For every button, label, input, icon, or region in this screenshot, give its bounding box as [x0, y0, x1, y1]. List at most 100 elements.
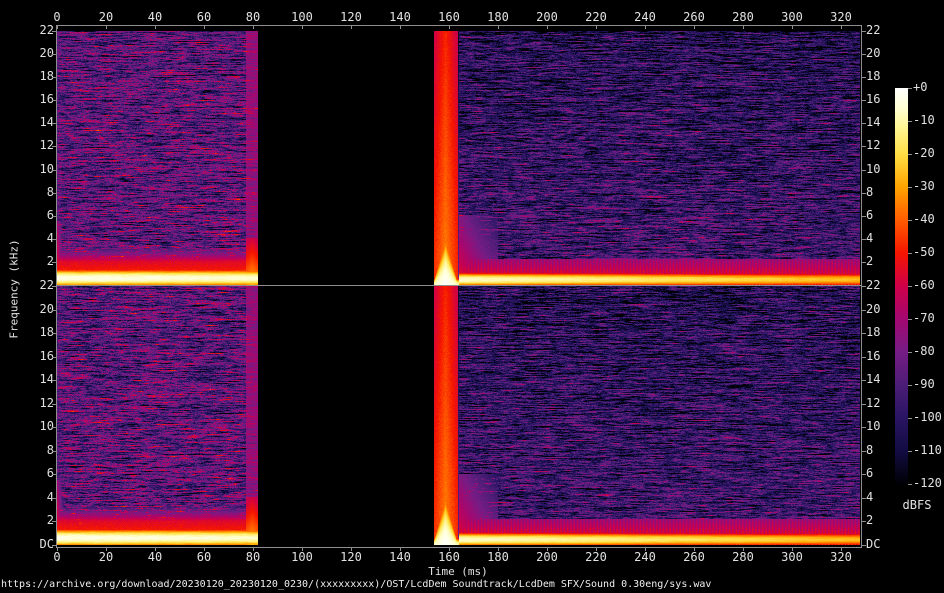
time-tick-label: 160: [438, 550, 460, 564]
spectrogram-canvas-channel-1: [57, 31, 860, 285]
freq-tick-mark: [862, 123, 866, 125]
time-tick-mark: [155, 26, 156, 29]
freq-tick-mark: [52, 238, 56, 240]
freq-tick-label: 10: [39, 419, 54, 434]
plot-border-top: [56, 25, 862, 26]
freq-tick-mark: [862, 545, 866, 546]
freq-tick-mark: [862, 238, 866, 240]
freq-tick-label: 6: [866, 466, 874, 481]
freq-tick-mark: [52, 427, 56, 429]
time-tick-label: 140: [389, 10, 411, 24]
freq-tick-mark: [862, 77, 866, 79]
freq-tick-mark: [862, 100, 866, 102]
freq-tick-mark: [862, 146, 866, 148]
time-tick-label: 260: [683, 10, 705, 24]
time-tick-mark: [792, 26, 793, 29]
freq-tick-mark: [52, 380, 56, 382]
freq-tick-label: 10: [866, 161, 881, 176]
freq-tick-label: 22: [866, 23, 881, 37]
colorbar-tick-label: -90: [913, 377, 935, 391]
colorbar-tick-label: -10: [913, 113, 935, 127]
time-tick-label: 80: [245, 550, 261, 564]
colorbar-tick-mark: [908, 88, 912, 89]
time-tick-label: 280: [732, 550, 754, 564]
freq-tick-mark: [862, 169, 866, 171]
freq-tick-label: DC: [866, 537, 881, 551]
freq-tick-label: DC: [39, 537, 54, 551]
freq-tick-mark: [862, 427, 866, 429]
freq-tick-label: 22: [39, 23, 54, 37]
time-tick-label: 60: [196, 10, 212, 24]
freq-tick-label: 12: [39, 138, 54, 153]
time-tick-label: 260: [683, 550, 705, 564]
time-axis-title: Time (ms): [428, 565, 488, 578]
freq-tick-label: 16: [39, 348, 54, 363]
plot-border-right: [861, 25, 862, 548]
colorbar-tick-label: -60: [913, 278, 935, 292]
freq-tick-mark: [862, 380, 866, 382]
freq-tick-mark: [52, 192, 56, 194]
colorbar-tick-label: -120: [913, 476, 942, 490]
freq-tick-label: 20: [39, 46, 54, 61]
freq-tick-label: 18: [39, 325, 54, 340]
time-tick-label: 120: [340, 10, 362, 24]
time-tick-label: 200: [536, 10, 558, 24]
time-tick-mark: [792, 548, 793, 551]
colorbar-tick-label: -40: [913, 212, 935, 226]
colorbar-tick-label: -110: [913, 443, 942, 457]
colorbar-tick-mark: [908, 319, 912, 320]
freq-tick-label: 16: [866, 92, 881, 107]
time-tick-mark: [106, 548, 107, 551]
freq-tick-label: 6: [866, 207, 874, 222]
time-tick-mark: [596, 26, 597, 29]
time-tick-mark: [204, 26, 205, 29]
colorbar-unit-label: dBFS: [902, 498, 932, 512]
time-tick-label: 20: [98, 550, 114, 564]
freq-tick-mark: [52, 356, 56, 358]
time-tick-label: 0: [53, 10, 61, 24]
time-tick-mark: [498, 26, 499, 29]
time-tick-mark: [694, 26, 695, 29]
freq-tick-label: 2: [46, 513, 54, 528]
freq-tick-mark: [52, 169, 56, 171]
freq-tick-label: 4: [866, 489, 874, 504]
freq-tick-label: 18: [866, 325, 881, 340]
freq-tick-mark: [52, 31, 56, 32]
freq-tick-mark: [862, 450, 866, 452]
time-tick-mark: [743, 26, 744, 29]
time-tick-label: 40: [147, 550, 163, 564]
freq-tick-label: 22: [866, 278, 881, 292]
freq-tick-mark: [52, 77, 56, 79]
freq-tick-label: 6: [46, 207, 54, 222]
time-tick-label: 320: [830, 10, 852, 24]
freq-tick-mark: [862, 356, 866, 358]
freq-tick-label: 12: [866, 395, 881, 410]
time-tick-label: 180: [487, 10, 509, 24]
freq-tick-mark: [52, 146, 56, 148]
freq-tick-label: 12: [39, 395, 54, 410]
time-tick-mark: [57, 548, 58, 551]
freq-tick-label: 14: [866, 372, 881, 387]
colorbar-tick-label: -100: [913, 410, 942, 424]
time-tick-mark: [106, 26, 107, 29]
time-tick-mark: [253, 548, 254, 551]
freq-tick-mark: [862, 215, 866, 217]
freq-tick-label: 14: [39, 115, 54, 130]
freq-tick-label: 16: [39, 92, 54, 107]
colorbar-tick-mark: [908, 418, 912, 419]
time-tick-label: 140: [389, 550, 411, 564]
colorbar-tick-mark: [908, 286, 912, 287]
time-tick-label: 40: [147, 10, 163, 24]
time-tick-mark: [302, 26, 303, 29]
freq-tick-mark: [52, 333, 56, 335]
spectrogram-canvas-channel-2: [57, 286, 860, 545]
freq-tick-label: 16: [866, 348, 881, 363]
time-tick-mark: [694, 548, 695, 551]
freq-tick-mark: [52, 497, 56, 499]
freq-tick-mark: [862, 54, 866, 56]
freq-tick-mark: [862, 192, 866, 194]
freq-tick-mark: [52, 215, 56, 217]
colorbar-tick-label: -50: [913, 245, 935, 259]
time-tick-mark: [596, 548, 597, 551]
freq-tick-mark: [52, 54, 56, 56]
